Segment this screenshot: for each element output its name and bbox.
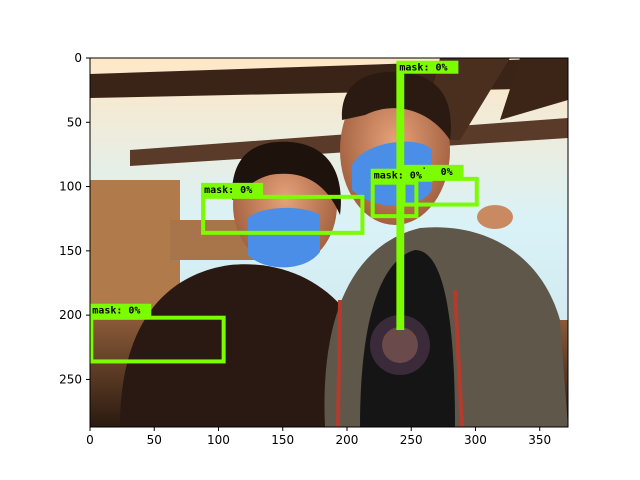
y-axis: 0 50 100 150 200 250	[59, 51, 90, 386]
x-tick-label: 350	[528, 433, 551, 447]
photo-hand	[477, 205, 513, 229]
detection-rect	[401, 176, 479, 207]
y-tick-label: 250	[59, 372, 82, 386]
detection-label: mask: 0%	[399, 63, 447, 74]
detection-label-bg	[370, 168, 433, 182]
x-tick-label: 300	[464, 433, 487, 447]
detection-label: mask: 0%	[92, 306, 140, 317]
y-tick-label: 200	[59, 308, 82, 322]
detections-layer: mask: 0%mask: 0%mask: 0%mask: 0%mask: 0%	[90, 60, 479, 364]
detection-rect	[370, 180, 419, 219]
detection-box: mask: 0%	[370, 168, 433, 219]
photo-beam	[500, 58, 568, 120]
x-tick-label: 50	[147, 433, 162, 447]
photo-left-person-hair	[231, 141, 341, 215]
photo-jacket-stripe	[336, 299, 342, 427]
detection-rect	[90, 315, 226, 364]
y-tick-label: 50	[67, 115, 82, 129]
y-tick-label: 100	[59, 180, 82, 194]
detection-label-bg	[396, 60, 459, 74]
x-tick-label: 150	[271, 433, 294, 447]
detection-label-bg	[201, 182, 264, 196]
x-tick-label: 250	[400, 433, 423, 447]
x-tick-label: 0	[86, 433, 94, 447]
photo-shirt-graphic	[382, 327, 418, 363]
detection-label: mask: 0%	[374, 171, 422, 182]
y-tick-label: 150	[59, 244, 82, 258]
detection-rect	[201, 194, 365, 235]
photo: mask: 0%mask: 0%mask: 0%mask: 0%mask: 0%	[90, 58, 568, 427]
detection-box: mask: 0%	[90, 303, 226, 364]
detection-label-bg	[90, 303, 152, 317]
photo-left-person-body	[120, 264, 360, 427]
y-tick-label: 0	[74, 51, 82, 65]
detection-label: mask: 0%	[204, 185, 252, 196]
x-tick-label: 200	[336, 433, 359, 447]
x-axis: 0 50 100 150 200 250 300 350	[86, 427, 551, 447]
photo-left-mask	[248, 207, 320, 268]
detection-box: mask: 0%	[201, 182, 365, 235]
photo-jacket-stripe	[453, 289, 464, 427]
x-tick-label: 100	[207, 433, 230, 447]
axes-frame	[89, 57, 569, 428]
